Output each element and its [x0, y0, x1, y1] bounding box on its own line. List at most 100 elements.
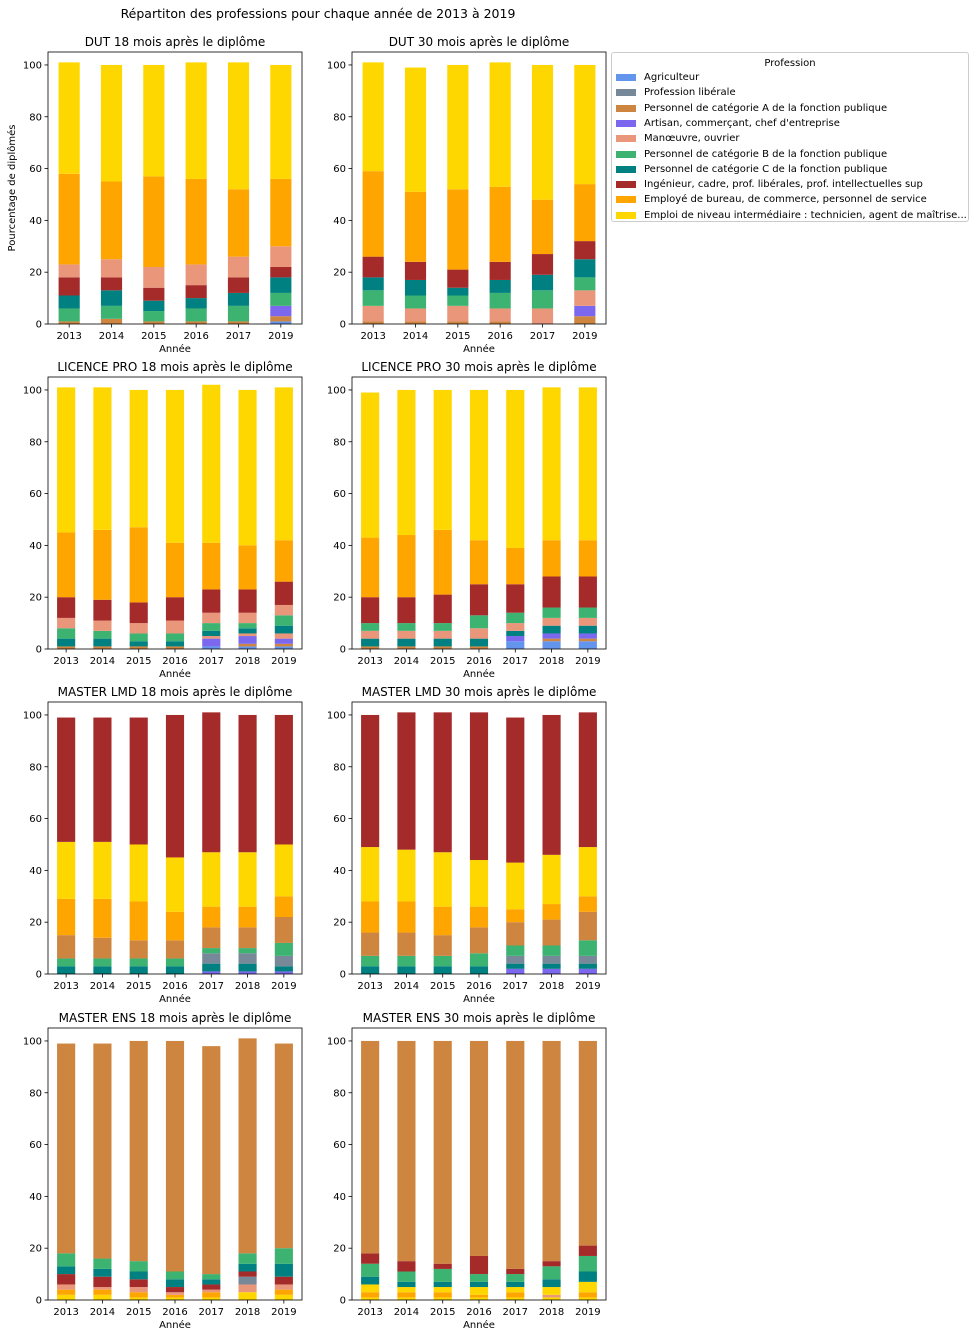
legend-label: Agriculteur [644, 72, 700, 83]
bar-segment [447, 321, 469, 324]
bar-segment [129, 1261, 148, 1272]
legend-label: Employé de bureau, de commerce, personne… [644, 194, 927, 206]
bar-segment [227, 305, 250, 322]
bar-segment [202, 963, 221, 972]
bar-segment [202, 638, 221, 647]
x-tick-label: 2014 [394, 656, 419, 667]
bar-segment [361, 1284, 380, 1293]
bar-segment [574, 290, 596, 306]
bar-segment [58, 173, 80, 265]
bar-segment [165, 911, 185, 941]
bar-segment [129, 1292, 148, 1298]
bar-segment [185, 308, 207, 322]
bar-segment [274, 387, 293, 541]
bar-segment [274, 1289, 293, 1295]
bar-segment [397, 646, 416, 649]
bar-segment [274, 844, 293, 897]
bar-segment [362, 290, 384, 306]
bar-segment [165, 542, 185, 598]
bar-segment [202, 1289, 221, 1293]
bar-segment [447, 305, 469, 322]
bar-segment [93, 841, 112, 899]
y-tick-label: 40 [29, 541, 42, 552]
y-tick-label: 20 [333, 593, 346, 604]
bar-segment [433, 646, 452, 649]
bar-segment [274, 942, 293, 956]
x-axis-label: Année [159, 668, 191, 680]
bar-group [57, 712, 293, 974]
bar-segment [578, 712, 597, 848]
y-tick-label: 0 [36, 320, 42, 331]
chart-title: LICENCE PRO 30 mois après le diplôme [361, 360, 596, 374]
bar-segment [531, 308, 554, 324]
bar-segment [506, 1274, 525, 1282]
bar-segment [469, 1040, 489, 1256]
bar-segment [506, 1297, 525, 1300]
bar-segment [57, 898, 76, 936]
bar-segment [542, 919, 561, 946]
bar-segment [238, 1292, 257, 1300]
bar-segment [165, 641, 185, 647]
legend-label: Manœuvre, ouvrier [644, 133, 740, 145]
bar-segment [469, 540, 489, 585]
bar-segment [129, 527, 148, 603]
bar-segment [506, 1040, 525, 1269]
bar-segment [531, 199, 554, 255]
bar-segment [506, 909, 525, 923]
bar-segment [57, 966, 76, 974]
bar-segment [93, 1043, 112, 1259]
y-tick-label: 100 [23, 710, 42, 721]
chart-title: MASTER LMD 30 mois après le diplôme [362, 685, 597, 699]
y-tick-label: 0 [340, 320, 346, 331]
bar-segment [274, 633, 293, 639]
chart-title: DUT 18 mois après le diplôme [85, 35, 266, 49]
bar-segment [489, 261, 511, 280]
x-tick-label: 2013 [357, 981, 382, 992]
bar-segment [578, 607, 597, 618]
bar-segment [433, 529, 452, 595]
bar-segment [574, 277, 596, 291]
bar-segment [447, 269, 469, 288]
bar-segment [397, 623, 416, 631]
plot-frame [47, 701, 303, 975]
bar-segment [165, 620, 185, 634]
bar-segment [574, 64, 596, 185]
legend-label: Personnel de catégorie B de la fonction … [644, 148, 888, 160]
legend-swatch [616, 119, 636, 127]
bar-segment [531, 254, 554, 275]
bar-segment [542, 1040, 561, 1262]
x-tick-label: 2019 [268, 331, 293, 342]
x-axis-label: Année [159, 1319, 191, 1331]
x-axis-label: Année [463, 993, 495, 1005]
bar-segment [238, 1276, 257, 1285]
bar-segment [404, 279, 427, 296]
bar-segment [506, 641, 525, 649]
bar-segment [506, 968, 525, 974]
bar-segment [506, 584, 525, 613]
bar-segment [433, 638, 452, 647]
chart-panel: LICENCE PRO 18 mois après le diplôme 2013… [23, 360, 303, 680]
legend-item: Artisan, commerçant, chef d'entreprise [616, 117, 840, 130]
x-tick-label: 2014 [90, 981, 115, 992]
x-tick-label: 2017 [530, 331, 555, 342]
bar-segment [542, 633, 561, 639]
bar-segment [129, 1271, 148, 1280]
bar-segment [397, 1287, 416, 1293]
legend-title: Profession [764, 58, 816, 69]
bar-segment [469, 389, 489, 541]
bar-segment [165, 1279, 185, 1288]
bar-segment [578, 1297, 597, 1300]
bar-segment [93, 1258, 112, 1269]
bar-segment [578, 963, 597, 969]
bar-segment [397, 901, 416, 933]
bar-segment [165, 940, 185, 959]
bar-segment [202, 384, 221, 543]
bar-segment [185, 62, 207, 179]
legend-item: Agriculteur [616, 71, 699, 84]
bar-segment [506, 630, 525, 637]
bar-segment [433, 935, 452, 956]
bar-segment [93, 898, 112, 938]
legend-item: Personnel de catégorie B de la fonction … [616, 148, 887, 161]
bar-segment [238, 714, 257, 853]
